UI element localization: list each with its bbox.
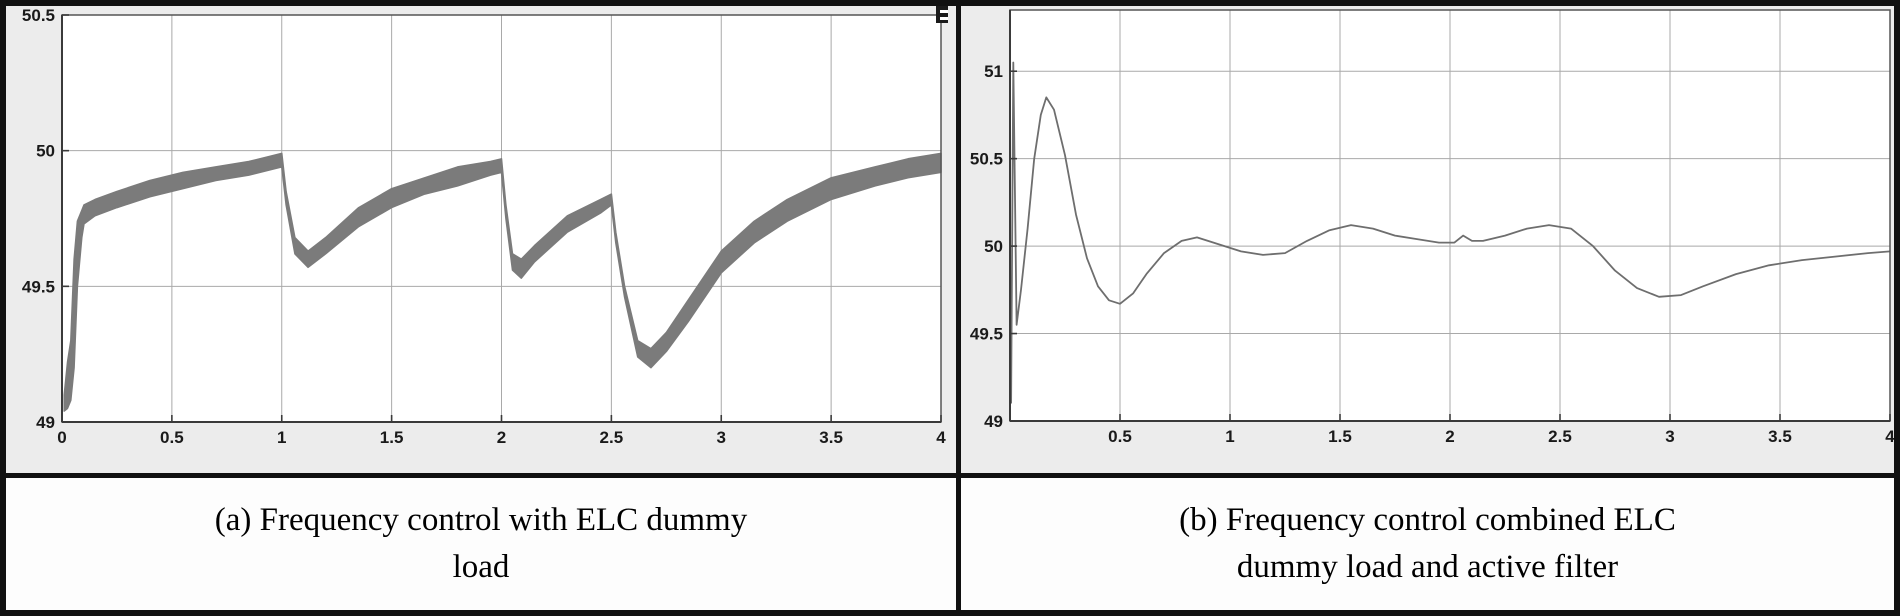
chart-b-frequency-elc-active-filter: 0.5 1 1.5 2 2.5 3 3.5 4 49 49.5 50 50.5 51 [961, 6, 1894, 473]
x-tick-label: 2.5 [600, 428, 624, 447]
y-tick-label: 49.5 [22, 277, 55, 296]
x-tick-label: 1 [1225, 427, 1234, 446]
x-tick-label: 0.5 [160, 428, 184, 447]
y-tick-label: 50 [984, 237, 1003, 256]
x-tick-label: 3 [1665, 427, 1674, 446]
chart-a-frequency-elc-dummy-load: 0 0.5 1 1.5 2 2.5 3 3.5 4 49 49.5 50 50.5 [6, 6, 956, 473]
y-tick-label: 49 [36, 413, 55, 432]
x-tick-label: 2 [1445, 427, 1454, 446]
caption-a: (a) Frequency control with ELC dummy loa… [6, 478, 956, 610]
corner-artifact-icon [936, 6, 948, 23]
x-tick-label: 3.5 [819, 428, 843, 447]
captions-row: (a) Frequency control with ELC dummy loa… [6, 478, 1894, 610]
charts-row: 0 0.5 1 1.5 2 2.5 3 3.5 4 49 49.5 50 50.5 0.5 1 1.5 2 2.… [6, 6, 1894, 473]
x-tick-label: 2 [497, 428, 506, 447]
x-tick-label: 1.5 [380, 428, 404, 447]
x-tick-label: 0.5 [1108, 427, 1132, 446]
y-tick-label: 49 [984, 412, 1003, 431]
caption-b-line1: (b) Frequency control combined ELC [1179, 502, 1676, 539]
corner-artifact-notch [940, 17, 948, 20]
caption-a-line1: (a) Frequency control with ELC dummy [214, 502, 748, 539]
x-tick-label: 1.5 [1328, 427, 1352, 446]
vertical-divider [956, 6, 961, 473]
y-tick-label: 50.5 [22, 6, 55, 25]
caption-b: (b) Frequency control combined ELC dummy… [961, 478, 1894, 610]
frequency-line-curve [1010, 61, 1891, 404]
x-tick-label: 4 [936, 428, 946, 447]
x-tick-label: 2.5 [1548, 427, 1572, 446]
corner-artifact-notch [940, 10, 948, 13]
y-tick-label: 50 [36, 142, 55, 161]
x-tick-label: 4 [1885, 427, 1894, 446]
x-tick-label: 3.5 [1768, 427, 1792, 446]
caption-a-line2: load [452, 549, 510, 585]
chart-panel-a: 0 0.5 1 1.5 2 2.5 3 3.5 4 49 49.5 50 50.5 [6, 6, 956, 473]
chart-panel-b: 0.5 1 1.5 2 2.5 3 3.5 4 49 49.5 50 50.5 51 [961, 6, 1894, 473]
y-tick-label: 51 [984, 62, 1003, 81]
horizontal-divider [6, 473, 1894, 478]
vertical-divider-caption [956, 478, 961, 610]
y-tick-label: 49.5 [970, 325, 1003, 344]
x-tick-label: 1 [277, 428, 286, 447]
x-tick-label: 0 [57, 428, 66, 447]
caption-b-line2: dummy load and active filter [1236, 549, 1619, 585]
y-tick-label: 50.5 [970, 150, 1003, 169]
x-tick-label: 3 [717, 428, 726, 447]
